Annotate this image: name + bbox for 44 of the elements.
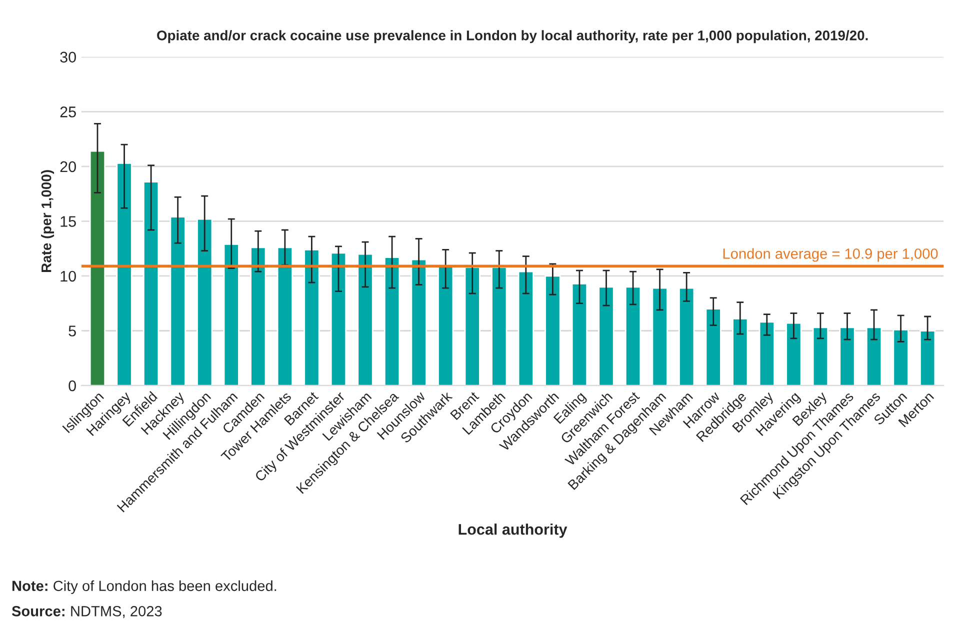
source-note: Source: NDTMS, 2023	[12, 606, 162, 618]
bar	[786, 322, 802, 386]
bar	[705, 308, 722, 386]
text: Note: City of London has been excluded.	[12, 580, 276, 594]
bar	[732, 318, 748, 386]
bar	[223, 244, 240, 386]
bar	[518, 270, 534, 386]
bar	[170, 216, 186, 386]
bar	[491, 266, 508, 386]
bar	[544, 275, 561, 386]
bar	[571, 282, 588, 386]
bar	[839, 326, 856, 386]
bar	[812, 326, 829, 386]
bar	[920, 330, 936, 386]
bar	[410, 258, 427, 386]
y-axis-title: Rate (per 1,000)	[41, 170, 54, 272]
y-tick-label: 0	[68, 380, 76, 392]
bar	[116, 162, 132, 386]
y-tick-label: 15	[60, 216, 76, 227]
bar	[892, 328, 909, 386]
bar	[384, 256, 400, 386]
y-tick-label: 10	[60, 270, 76, 282]
x-axis-title: Local authority	[458, 524, 568, 538]
bar	[598, 286, 614, 386]
bar	[89, 150, 106, 386]
bar	[866, 326, 882, 386]
y-tick-label: 25	[60, 106, 76, 118]
bar	[357, 253, 374, 386]
bar	[758, 321, 775, 386]
y-tick-label: 5	[68, 326, 76, 336]
bar	[464, 266, 480, 386]
bar	[142, 181, 160, 386]
bar	[196, 218, 213, 386]
y-tick-label: 20	[60, 161, 76, 172]
bar	[250, 246, 266, 386]
bar	[678, 287, 695, 386]
bar	[304, 248, 320, 386]
bar	[624, 286, 642, 386]
bar	[652, 287, 668, 386]
bar	[330, 252, 347, 386]
chart-title: Opiate and/or crack cocaine use prevalence in London by local authority, rate per 1,000 population, 2019/20.	[157, 30, 868, 44]
y-tick-label: 30	[60, 52, 76, 63]
ref-line-label: London average = 10.9 per 1,000	[723, 248, 938, 262]
bar	[276, 246, 293, 386]
